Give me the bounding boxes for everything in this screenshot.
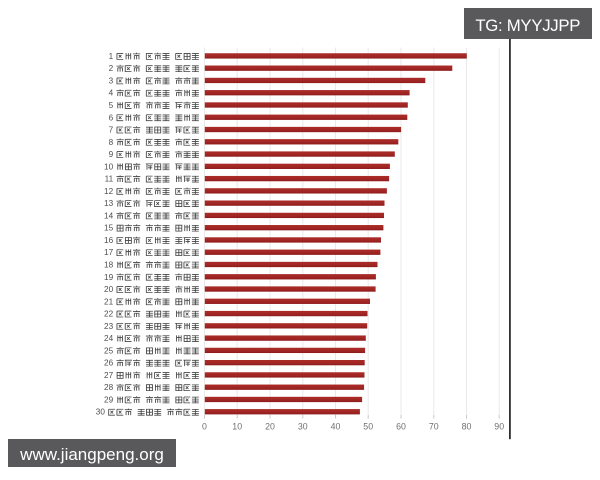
- svg-text:24: 24: [104, 334, 114, 343]
- svg-text:30: 30: [96, 408, 106, 417]
- svg-text:12: 12: [104, 187, 114, 196]
- svg-text:20: 20: [104, 285, 114, 294]
- svg-text:18: 18: [104, 260, 114, 269]
- svg-text:25: 25: [104, 346, 114, 355]
- svg-text:80: 80: [462, 422, 472, 432]
- svg-text:10: 10: [104, 162, 114, 171]
- svg-text:26: 26: [104, 359, 114, 368]
- svg-text:22: 22: [104, 310, 114, 319]
- svg-text:50: 50: [363, 422, 373, 432]
- svg-text:4: 4: [109, 89, 114, 98]
- svg-text:70: 70: [429, 422, 439, 432]
- svg-text:19: 19: [104, 273, 114, 282]
- svg-text:15: 15: [104, 224, 114, 233]
- svg-text:90: 90: [494, 422, 504, 432]
- svg-text:3: 3: [109, 76, 114, 85]
- svg-text:27: 27: [104, 371, 114, 380]
- svg-text:9: 9: [109, 150, 114, 159]
- svg-text:28: 28: [104, 383, 114, 392]
- svg-text:16: 16: [104, 236, 114, 245]
- svg-text:6: 6: [109, 113, 114, 122]
- svg-text:0: 0: [202, 422, 207, 432]
- svg-text:30: 30: [298, 422, 308, 432]
- svg-text:29: 29: [104, 395, 114, 404]
- svg-text:10: 10: [232, 422, 242, 432]
- svg-text:60: 60: [396, 422, 406, 432]
- svg-text:11: 11: [105, 175, 114, 184]
- svg-text:21: 21: [104, 297, 114, 306]
- svg-text:17: 17: [104, 248, 114, 257]
- svg-text:14: 14: [104, 211, 114, 220]
- svg-text:23: 23: [104, 322, 114, 331]
- svg-text:20: 20: [265, 422, 275, 432]
- svg-text:7: 7: [109, 126, 114, 135]
- svg-text:2: 2: [109, 64, 114, 73]
- svg-text:8: 8: [109, 138, 114, 147]
- svg-text:13: 13: [104, 199, 114, 208]
- svg-text:1: 1: [109, 52, 114, 61]
- svg-text:40: 40: [331, 422, 341, 432]
- svg-text:5: 5: [109, 101, 114, 110]
